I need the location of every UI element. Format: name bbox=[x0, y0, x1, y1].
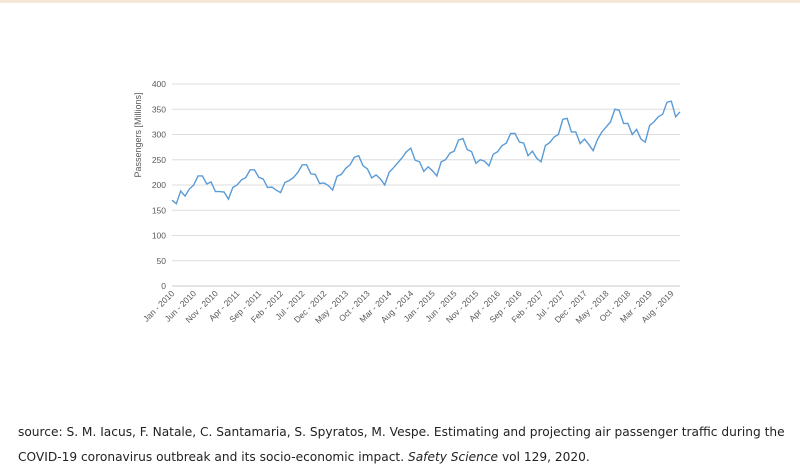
top-accent-rule bbox=[0, 0, 800, 3]
y-tick-label: 0 bbox=[161, 281, 166, 291]
source-citation-text: source: S. M. Iacus, F. Natale, C. Santa… bbox=[18, 425, 785, 464]
y-tick-label: 350 bbox=[152, 104, 166, 114]
series-line bbox=[171, 100, 681, 205]
gridlines bbox=[172, 83, 680, 287]
source-journal: Safety Science bbox=[407, 450, 499, 464]
y-axis-ticks: 0 50 100 150 200 250 300 350 400 bbox=[152, 79, 166, 291]
y-tick-label: 300 bbox=[152, 130, 166, 140]
y-tick-label: 100 bbox=[152, 231, 166, 241]
y-tick-label: 250 bbox=[152, 155, 166, 165]
source-volume: vol 129, 2020. bbox=[501, 450, 590, 464]
y-tick-label: 400 bbox=[152, 79, 166, 89]
y-tick-label: 50 bbox=[157, 256, 167, 266]
y-tick-label: 200 bbox=[152, 180, 166, 190]
y-tick-label: 150 bbox=[152, 205, 166, 215]
y-axis-label: Passengers [Millions] bbox=[133, 92, 143, 177]
source-citation: source: S. M. Iacus, F. Natale, C. Santa… bbox=[18, 420, 798, 470]
